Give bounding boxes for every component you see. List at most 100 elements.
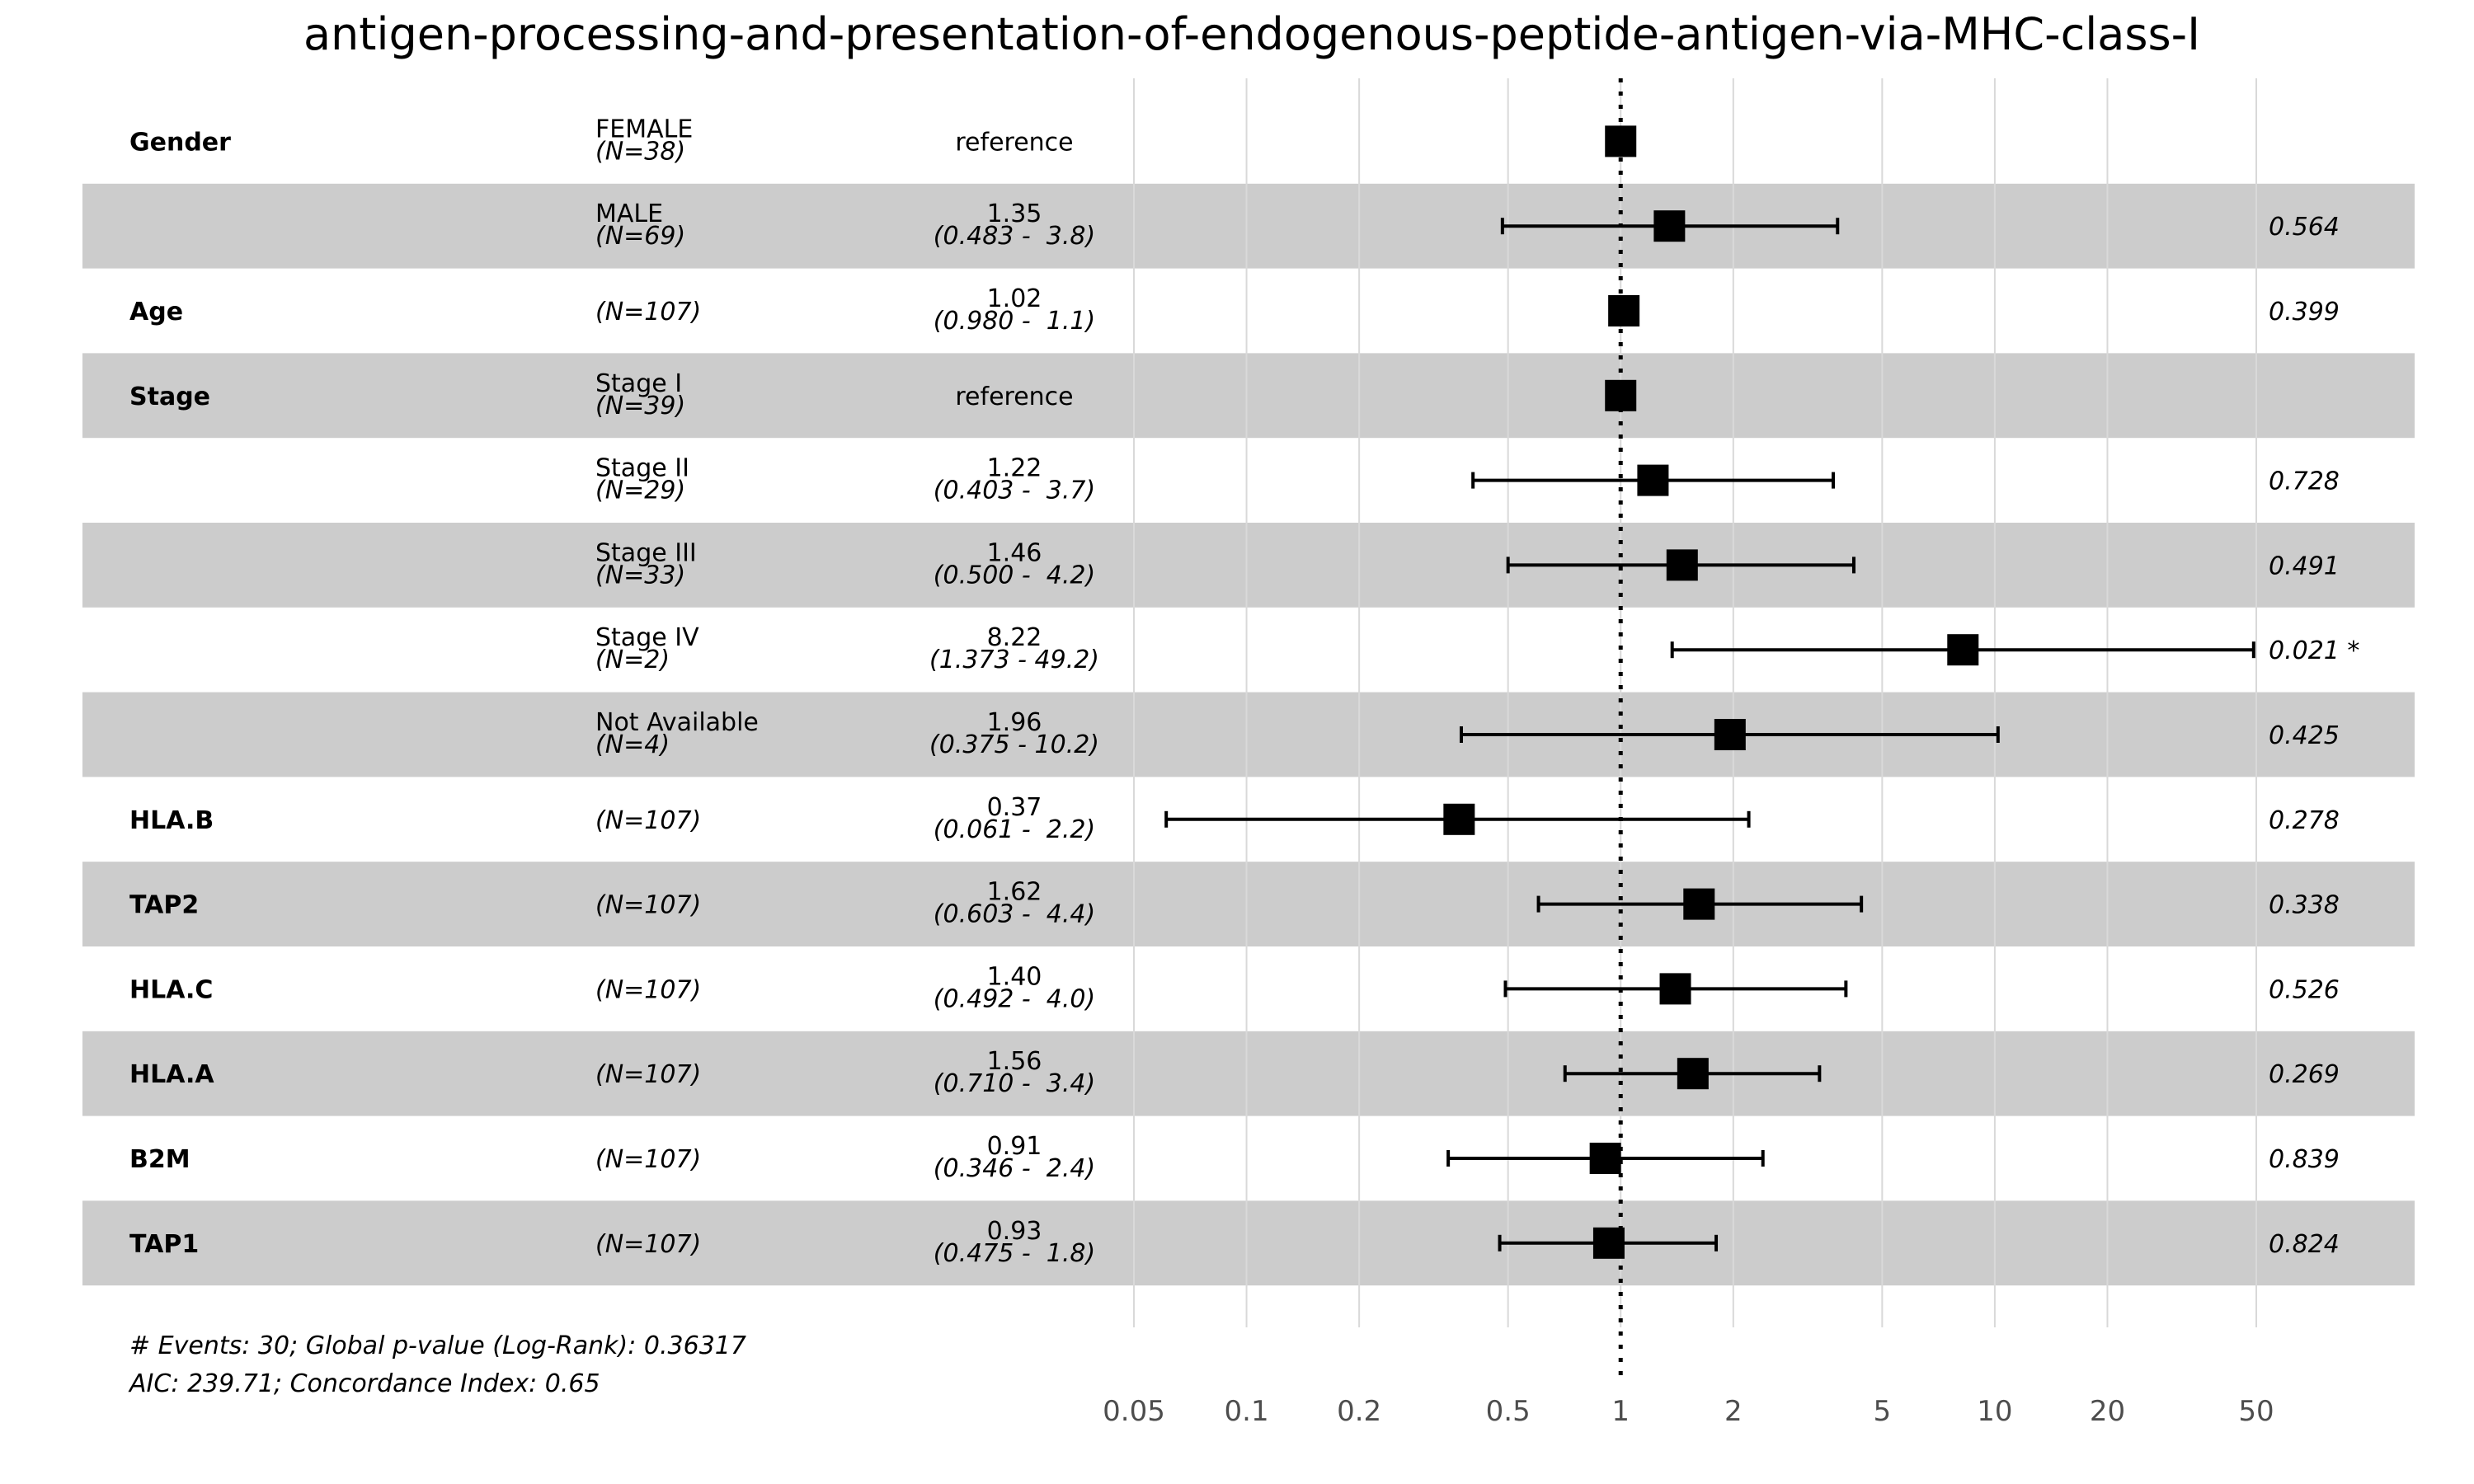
table-layer: Gender FEMALE(N=38) reference MALE(N=69) 1.3… bbox=[129, 115, 2359, 1267]
n-label: (N=29) bbox=[595, 477, 685, 505]
x-tick-label: 0.1 bbox=[1225, 1395, 1269, 1428]
n-label: (N=107) bbox=[595, 891, 701, 920]
hr-marker bbox=[1608, 295, 1640, 326]
hr-estimate: 0.37 bbox=[987, 793, 1042, 822]
level-label: Stage II bbox=[595, 454, 689, 483]
p-value: 0.526 bbox=[2269, 975, 2340, 1004]
hr-marker bbox=[1714, 719, 1746, 750]
hr-marker bbox=[1653, 210, 1686, 242]
hr-estimate: 1.35 bbox=[987, 200, 1042, 228]
x-tick-label: 50 bbox=[2238, 1395, 2274, 1428]
n-label: (N=38) bbox=[595, 137, 685, 166]
variable-label: HLA.C bbox=[129, 975, 213, 1004]
n-label: (N=107) bbox=[595, 1145, 701, 1174]
level-label: Not Available bbox=[595, 708, 759, 737]
grid-layer bbox=[1133, 78, 2257, 1378]
variable-label: TAP2 bbox=[129, 891, 199, 920]
p-value: 0.728 bbox=[2269, 467, 2340, 496]
n-label: (N=107) bbox=[595, 298, 701, 326]
x-tick-label: 5 bbox=[1874, 1395, 1892, 1428]
ci-text: (0.483 - 3.8) bbox=[934, 222, 1095, 251]
chart-title: antigen-processing-and-presentation-of-e… bbox=[303, 8, 2200, 60]
hr-estimate: 1.22 bbox=[987, 454, 1042, 483]
row-band bbox=[82, 523, 2415, 608]
variable-label: HLA.A bbox=[129, 1060, 214, 1089]
n-label: (N=4) bbox=[595, 730, 670, 759]
row-band bbox=[82, 862, 2415, 946]
hr-marker bbox=[1589, 1143, 1621, 1174]
n-label: (N=39) bbox=[595, 392, 685, 420]
row-band bbox=[82, 353, 2415, 439]
hr-reference: reference bbox=[955, 383, 1073, 411]
p-value: 0.269 bbox=[2269, 1060, 2340, 1089]
row-shading-layer bbox=[82, 183, 2415, 1286]
x-tick-label: 10 bbox=[1977, 1395, 2012, 1428]
hr-estimate: 0.91 bbox=[987, 1132, 1042, 1161]
row-band bbox=[82, 1200, 2415, 1286]
p-value: 0.338 bbox=[2269, 891, 2340, 920]
row-band bbox=[82, 183, 2415, 269]
hr-marker bbox=[1443, 803, 1475, 835]
hr-estimate: 1.96 bbox=[987, 708, 1042, 737]
variable-label: Gender bbox=[129, 128, 231, 157]
ci-text: (0.603 - 4.4) bbox=[934, 900, 1095, 929]
ci-text: (0.492 - 4.0) bbox=[934, 984, 1095, 1013]
n-label: (N=107) bbox=[595, 975, 701, 1004]
ci-text: (0.403 - 3.7) bbox=[934, 477, 1095, 505]
footnote-events: # Events: 30; Global p-value (Log-Rank):… bbox=[129, 1331, 746, 1360]
p-value: 0.839 bbox=[2269, 1145, 2340, 1174]
hr-estimate: 8.22 bbox=[987, 623, 1042, 652]
p-value: 0.278 bbox=[2269, 806, 2340, 835]
ci-text: (1.373 - 49.2) bbox=[929, 646, 1099, 674]
x-tick-label: 1 bbox=[1611, 1395, 1630, 1428]
n-label: (N=33) bbox=[595, 561, 685, 589]
footnote-aic: AIC: 239.71; Concordance Index: 0.65 bbox=[128, 1369, 600, 1398]
hr-estimate: 0.93 bbox=[987, 1217, 1042, 1246]
marks-layer bbox=[1164, 125, 2255, 1259]
n-label: (N=107) bbox=[595, 806, 701, 835]
variable-label: TAP1 bbox=[129, 1230, 199, 1259]
variable-label: HLA.B bbox=[129, 806, 214, 835]
hr-marker bbox=[1592, 1227, 1625, 1259]
level-label: FEMALE bbox=[595, 115, 693, 143]
level-label: Stage IV bbox=[595, 623, 699, 652]
hr-marker bbox=[1659, 973, 1691, 1005]
ci-text: (0.710 - 3.4) bbox=[934, 1069, 1095, 1098]
row-band bbox=[82, 692, 2415, 777]
hr-marker bbox=[1677, 1058, 1709, 1090]
p-value: 0.491 bbox=[2269, 552, 2340, 580]
n-label: (N=2) bbox=[595, 646, 670, 674]
hr-estimate: 1.56 bbox=[987, 1047, 1042, 1076]
n-label: (N=69) bbox=[595, 222, 685, 251]
x-tick-label: 0.2 bbox=[1337, 1395, 1381, 1428]
p-value: 0.824 bbox=[2269, 1230, 2340, 1259]
hr-estimate: 1.46 bbox=[987, 538, 1042, 567]
x-tick-label: 0.5 bbox=[1486, 1395, 1531, 1428]
variable-label: Age bbox=[129, 298, 183, 326]
hr-marker bbox=[1683, 888, 1715, 920]
level-label: Stage I bbox=[595, 369, 682, 398]
ci-text: (0.375 - 10.2) bbox=[929, 730, 1099, 759]
footnotes: # Events: 30; Global p-value (Log-Rank):… bbox=[128, 1331, 746, 1398]
hr-estimate: 1.02 bbox=[987, 284, 1042, 313]
level-label: MALE bbox=[595, 200, 663, 228]
hr-marker bbox=[1666, 549, 1698, 581]
p-value: 0.399 bbox=[2269, 298, 2340, 326]
p-value: 0.425 bbox=[2269, 721, 2340, 750]
x-tick-label: 0.05 bbox=[1103, 1395, 1165, 1428]
x-tick-label: 20 bbox=[2090, 1395, 2125, 1428]
hr-marker bbox=[1605, 379, 1637, 411]
level-label: Stage III bbox=[595, 538, 697, 567]
p-value: 0.021 * bbox=[2269, 636, 2359, 665]
hr-estimate: 1.40 bbox=[987, 962, 1042, 991]
hr-marker bbox=[1947, 634, 1979, 666]
variable-label: B2M bbox=[129, 1145, 190, 1174]
x-tick-label: 2 bbox=[1724, 1395, 1743, 1428]
ci-text: (0.346 - 2.4) bbox=[934, 1154, 1095, 1183]
n-label: (N=107) bbox=[595, 1230, 701, 1259]
p-value: 0.564 bbox=[2269, 213, 2340, 242]
n-label: (N=107) bbox=[595, 1060, 701, 1089]
ci-text: (0.500 - 4.2) bbox=[934, 561, 1095, 589]
ci-text: (0.061 - 2.2) bbox=[934, 815, 1095, 844]
